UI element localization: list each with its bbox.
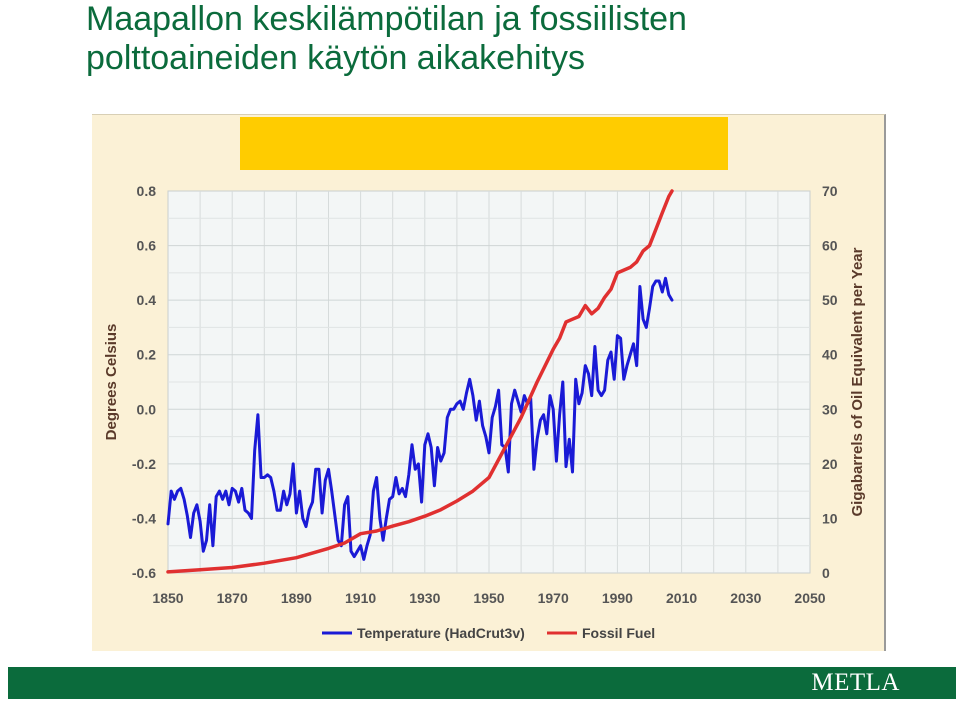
y-tick-label: 0.2 — [137, 347, 157, 363]
y-tick-label: -0.4 — [132, 510, 156, 526]
y2-tick-label: 20 — [822, 456, 838, 472]
y2-tick-label: 30 — [822, 401, 838, 417]
y-tick-label: 0.4 — [137, 292, 157, 308]
y-tick-label: -0.2 — [132, 456, 156, 472]
x-tick-label: 1930 — [409, 590, 440, 606]
y2-axis-label: Gigabarrels of Oil Equivalent per Year — [849, 247, 866, 516]
y2-tick-label: 10 — [822, 510, 838, 526]
x-tick-label: 2010 — [666, 590, 697, 606]
metla-logo: METLA — [811, 669, 900, 696]
x-tick-label: 1870 — [217, 590, 248, 606]
y2-tick-label: 50 — [822, 292, 838, 308]
x-tick-label: 2050 — [794, 590, 825, 606]
footer-bar: METLA — [8, 667, 956, 699]
legend-label: Temperature (HadCrut3v) — [357, 625, 525, 641]
x-tick-label: 1950 — [473, 590, 504, 606]
x-tick-label: 1970 — [538, 590, 569, 606]
y-axis-label: Degrees Celsius — [103, 324, 120, 441]
y2-tick-label: 70 — [822, 183, 838, 199]
y2-tick-label: 40 — [822, 347, 838, 363]
x-tick-label: 1910 — [345, 590, 376, 606]
y-tick-label: 0.6 — [137, 238, 157, 254]
y-tick-label: 0.0 — [137, 401, 157, 417]
slide-title: Maapallon keskilämpötilan ja fossiiliste… — [86, 0, 946, 78]
x-tick-label: 2030 — [730, 590, 761, 606]
x-tick-label: 1990 — [602, 590, 633, 606]
title-line-1: Maapallon keskilämpötilan ja fossiiliste… — [86, 0, 687, 38]
x-tick-label: 1850 — [152, 590, 183, 606]
y2-tick-label: 60 — [822, 238, 838, 254]
temperature-line — [166, 276, 674, 561]
y-tick-label: 0.8 — [137, 183, 157, 199]
fossil-fuel-line — [166, 189, 674, 574]
title-line-2: polttoaineiden käytön aikakehitys — [86, 39, 585, 77]
y2-tick-label: 0 — [822, 565, 830, 581]
y-tick-label: -0.6 — [132, 565, 156, 581]
x-tick-label: 1890 — [281, 590, 312, 606]
highlight-box — [240, 117, 728, 170]
legend-label: Fossil Fuel — [582, 625, 655, 641]
